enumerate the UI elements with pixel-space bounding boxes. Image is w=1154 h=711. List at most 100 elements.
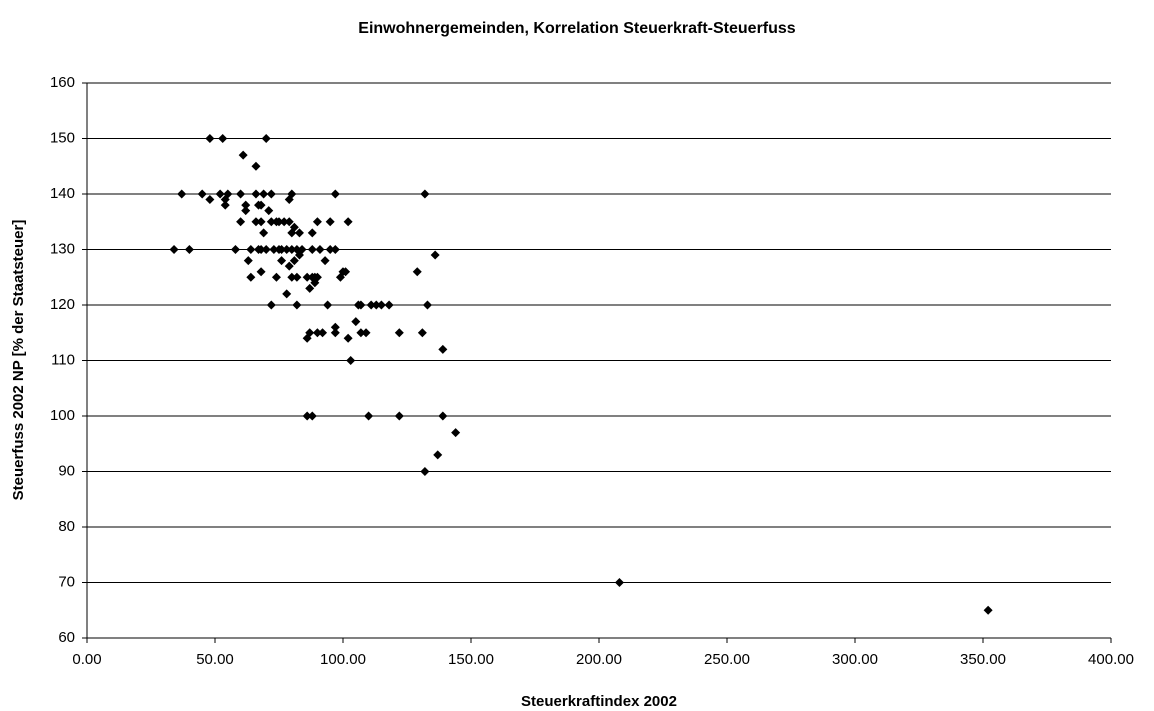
data-point — [330, 328, 340, 338]
y-tick-label: 140 — [50, 185, 75, 202]
data-point — [438, 411, 448, 421]
data-point — [433, 450, 443, 460]
data-point — [330, 245, 340, 254]
data-point — [251, 217, 261, 227]
data-point — [430, 250, 440, 260]
data-point — [356, 300, 366, 310]
data-point — [297, 245, 307, 254]
data-point — [343, 217, 353, 227]
data-point — [197, 189, 207, 199]
data-point — [361, 328, 371, 338]
data-point — [330, 189, 340, 199]
data-point — [422, 300, 432, 310]
data-point — [325, 217, 335, 227]
data-point — [266, 189, 276, 199]
data-point — [420, 189, 430, 199]
y-tick-label: 80 — [58, 518, 75, 535]
data-point — [364, 411, 374, 421]
data-point — [220, 200, 230, 210]
data-point — [983, 605, 993, 615]
data-point — [412, 267, 422, 277]
data-point — [318, 328, 328, 338]
data-point — [312, 272, 322, 282]
y-tick-label: 120 — [50, 296, 75, 313]
data-point — [287, 189, 297, 199]
x-tick-label: 150.00 — [448, 651, 494, 668]
data-point — [256, 245, 266, 254]
data-point — [294, 228, 304, 238]
data-point — [371, 300, 381, 310]
x-tick-label: 0.00 — [72, 651, 101, 668]
data-point — [218, 134, 228, 143]
data-point — [256, 200, 266, 210]
data-point — [251, 161, 261, 171]
y-tick-label: 90 — [58, 462, 75, 479]
y-axis-title: Steuerfuss 2002 NP [% der Staatsteuer] — [10, 220, 27, 501]
data-point — [366, 300, 376, 310]
data-point — [315, 245, 325, 254]
data-point — [256, 217, 266, 227]
data-point — [277, 256, 287, 266]
data-point — [305, 328, 315, 338]
data-point — [282, 245, 292, 254]
data-point — [384, 300, 394, 310]
data-point — [292, 272, 302, 282]
data-point — [417, 328, 427, 338]
data-point — [259, 228, 269, 238]
data-point — [420, 467, 430, 476]
data-point — [305, 283, 315, 293]
data-point — [323, 300, 333, 310]
data-point — [277, 245, 287, 254]
data-point — [284, 217, 294, 227]
y-tick-label: 60 — [58, 629, 75, 646]
x-tick-label: 400.00 — [1088, 651, 1134, 668]
x-tick-label: 100.00 — [320, 651, 366, 668]
data-point — [312, 217, 322, 227]
data-point — [292, 300, 302, 310]
data-point — [356, 328, 366, 338]
data-point — [251, 189, 261, 199]
data-point — [236, 189, 246, 199]
data-point — [451, 428, 461, 438]
data-point — [184, 245, 194, 254]
data-point — [215, 189, 225, 199]
x-tick-label: 300.00 — [832, 651, 878, 668]
data-point — [279, 217, 289, 227]
data-point — [394, 328, 404, 338]
chart-title: Einwohnergemeinden, Korrelation Steuerkr… — [358, 20, 796, 37]
data-point — [289, 256, 299, 266]
x-axis-title: Steuerkraftindex 2002 — [521, 693, 677, 710]
data-point — [274, 217, 284, 227]
y-tick-label: 150 — [50, 129, 75, 146]
data-point — [236, 217, 246, 227]
data-point — [394, 411, 404, 421]
data-point — [271, 272, 281, 282]
data-point — [284, 261, 294, 271]
data-point — [307, 411, 317, 421]
data-point — [261, 134, 271, 143]
x-tick-label: 50.00 — [196, 651, 234, 668]
data-point — [238, 150, 248, 160]
data-point — [230, 245, 240, 254]
data-point — [205, 195, 215, 205]
data-point — [341, 267, 351, 277]
data-point — [177, 189, 187, 199]
data-point — [289, 222, 299, 232]
data-point — [246, 245, 256, 254]
y-tick-label: 100 — [50, 407, 75, 424]
data-point — [259, 189, 269, 199]
data-point — [307, 228, 317, 238]
x-tick-label: 200.00 — [576, 651, 622, 668]
data-point — [246, 272, 256, 282]
data-point — [241, 200, 251, 210]
data-point — [312, 328, 322, 338]
data-point — [376, 300, 386, 310]
x-tick-label: 350.00 — [960, 651, 1006, 668]
y-tick-label: 130 — [50, 240, 75, 257]
data-point — [307, 245, 317, 254]
data-point — [223, 189, 233, 199]
data-point — [343, 333, 353, 343]
y-tick-label: 110 — [51, 351, 75, 368]
data-point — [264, 206, 274, 216]
data-point — [169, 245, 179, 254]
